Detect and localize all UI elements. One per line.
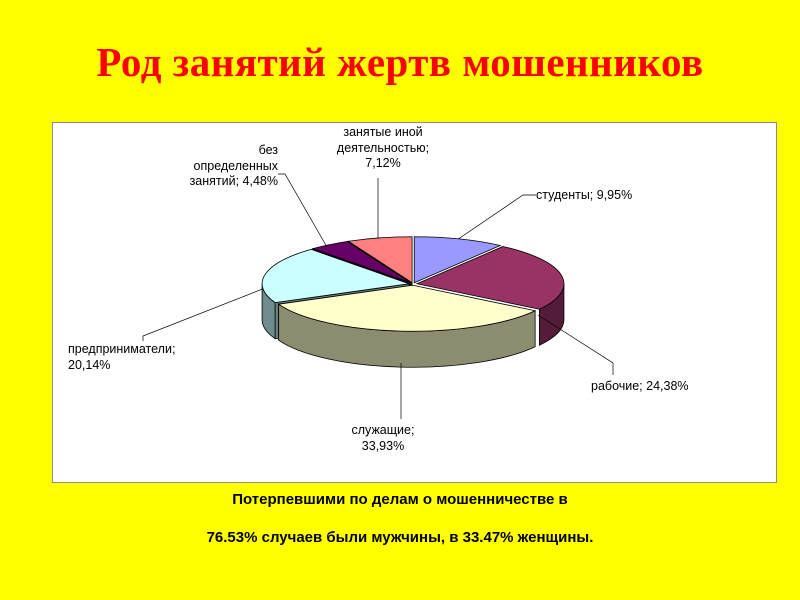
slide-title: Род занятий жертв мошенников bbox=[96, 39, 704, 85]
pie-slice-6 bbox=[347, 236, 413, 284]
pie-slice-2 bbox=[415, 246, 565, 310]
leader-line-4 bbox=[142, 280, 284, 341]
pie-leader-lines bbox=[142, 173, 614, 419]
data-label-2: рабочие; 24,38% bbox=[591, 379, 689, 393]
leader-line-5 bbox=[278, 173, 332, 255]
caption-line-1: Потерпевшими по делам о мошенничестве в bbox=[232, 491, 568, 508]
pie-chart: студенты; 9,95% рабочие; 24,38% служащие; … bbox=[52, 122, 777, 483]
leader-line-1 bbox=[447, 194, 536, 247]
data-label-4: предприниматели; 20,14% bbox=[68, 342, 176, 372]
pie-top-faces bbox=[261, 236, 565, 332]
data-label-1: студенты; 9,95% bbox=[536, 188, 633, 202]
pie-slice-4 bbox=[261, 249, 410, 304]
pie-slice-3 bbox=[277, 284, 537, 332]
leader-line-2 bbox=[537, 314, 614, 375]
data-label-6: занятые иной деятельностью; 7,12% bbox=[336, 125, 430, 170]
data-label-3: служащие; 33,93% bbox=[351, 423, 415, 453]
pie-slice-1 bbox=[413, 236, 502, 284]
pie-chart-svg bbox=[142, 173, 614, 419]
pie-slice-5 bbox=[311, 241, 411, 284]
data-label-5: без определенных занятий; 4,48% bbox=[189, 143, 278, 188]
caption-line-2: 76.53% случаев были мужчины, в 33.47% же… bbox=[206, 529, 594, 546]
